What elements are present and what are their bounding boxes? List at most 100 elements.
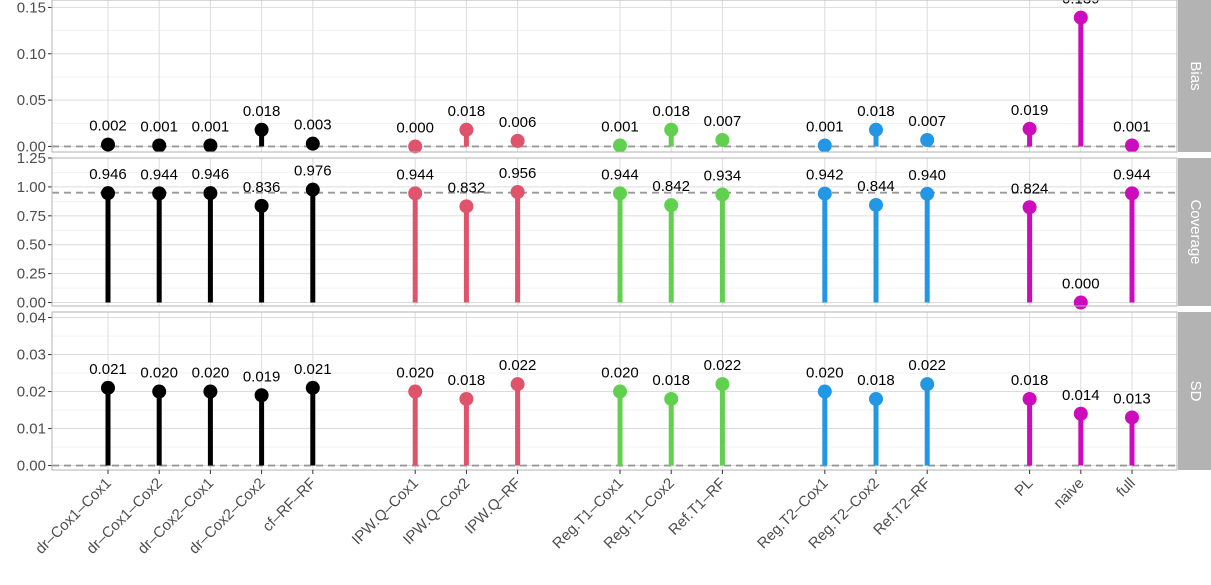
data-label: 0.022 (908, 357, 946, 374)
data-label: 0.018 (652, 103, 690, 120)
lollipop-point (203, 186, 218, 201)
y-tick-label: 0.01 (17, 421, 46, 438)
lollipop-point (101, 137, 115, 152)
panel-border (51, 311, 1178, 471)
lollipop-point (459, 391, 474, 406)
data-label: 0.836 (243, 179, 281, 196)
lollipop-point (152, 384, 167, 399)
data-label: 0.018 (857, 103, 895, 120)
data-label: 0.139 (1062, 0, 1100, 8)
lollipop-point (510, 133, 525, 148)
y-tick-label: 0.15 (17, 0, 46, 16)
data-label: 0.942 (806, 167, 844, 184)
data-label: 0.944 (601, 166, 639, 183)
lollipop-point (1022, 200, 1037, 215)
lollipop-point (715, 132, 730, 147)
panel-background (52, 0, 1177, 152)
y-tick-label: 0.00 (17, 295, 46, 312)
data-label: 0.946 (192, 166, 230, 183)
lollipop-point (510, 377, 525, 392)
x-tick-label: IPW.Q–RF (462, 475, 525, 538)
lollipop-point (817, 186, 832, 201)
data-label: 0.832 (448, 179, 486, 196)
lollipop-point (305, 380, 320, 395)
data-label: 0.018 (243, 103, 281, 120)
x-axis: dr–Cox1–Cox1dr–Cox1–Cox2dr–Cox2–Cox1dr–C… (32, 470, 1139, 558)
lollipop-point (1073, 295, 1088, 310)
lollipop-point (254, 198, 269, 213)
lollipop-point (869, 197, 883, 212)
data-label: 0.000 (396, 119, 434, 136)
y-tick-label: 1.25 (17, 150, 46, 167)
data-label: 0.934 (704, 168, 742, 185)
y-tick-label: 0.02 (17, 384, 46, 401)
lollipop-point (152, 186, 167, 201)
lollipop-point (1073, 406, 1088, 421)
facet-strip (1178, 0, 1211, 152)
lollipop-point (1125, 186, 1139, 201)
lollipop-point (254, 388, 269, 403)
lollipop-point (459, 122, 474, 137)
lollipop-point (613, 186, 627, 201)
x-tick-label: full (1113, 475, 1139, 501)
data-label: 0.001 (140, 119, 178, 136)
data-label: 0.001 (192, 119, 230, 136)
lollipop-point (254, 122, 269, 137)
data-label: 0.020 (140, 365, 178, 382)
y-tick-label: 1.00 (17, 179, 46, 196)
data-label: 0.007 (704, 113, 742, 130)
data-label: 0.020 (601, 365, 639, 382)
data-label: 0.002 (89, 118, 127, 135)
lollipop-point (408, 139, 423, 154)
data-label: 0.007 (908, 113, 946, 130)
facet-strip-label: Bias (1187, 61, 1204, 90)
lollipop-point (152, 138, 167, 153)
lollipop-point (1022, 121, 1037, 136)
y-tick-label: 0.03 (17, 347, 46, 364)
y-tick-label: 0.05 (17, 92, 46, 109)
data-label: 0.946 (89, 166, 127, 183)
panel-coverage: 0.00 0.25 0.50 0.75 1.00 1.25 0.946 0.944 0.946 0… (17, 150, 1211, 312)
data-label: 0.022 (704, 357, 742, 374)
lollipop-point (1125, 138, 1139, 153)
lollipop-point (869, 122, 883, 137)
y-tick-label: 0.00 (17, 138, 46, 155)
data-label: 0.001 (601, 119, 639, 136)
lollipop-point (664, 198, 679, 213)
lollipop-point (408, 384, 423, 399)
facet-strip (1178, 312, 1211, 470)
lollipop-point (510, 184, 525, 199)
lollipop-point (1022, 391, 1037, 406)
lollipop-point (408, 186, 423, 201)
lollipop-point (613, 138, 627, 153)
y-tick-label: 0.04 (17, 310, 46, 327)
data-label: 0.018 (448, 372, 486, 389)
data-label: 0.976 (294, 163, 332, 180)
data-label: 0.018 (857, 372, 895, 389)
data-label: 0.020 (192, 365, 230, 382)
data-label: 0.842 (652, 178, 690, 195)
data-label: 0.020 (806, 365, 844, 382)
lollipop-point (920, 377, 935, 392)
facet-strip (1178, 158, 1211, 306)
x-tick-label: PL (1011, 475, 1036, 500)
lollipop-point (1073, 10, 1088, 25)
lollipop-point (203, 138, 218, 153)
panel-bias: 0.00 0.05 0.10 0.15 0.002 0.001 0.001 0.018 0.00… (17, 0, 1211, 155)
y-tick-label: 0.00 (17, 458, 46, 475)
lollipop-point (869, 391, 883, 406)
data-label: 0.956 (499, 165, 537, 182)
y-tick-label: 0.75 (17, 208, 46, 225)
data-label: 0.022 (499, 357, 537, 374)
y-tick-label: 0.50 (17, 237, 46, 254)
data-label: 0.013 (1113, 390, 1151, 407)
data-label: 0.006 (499, 114, 537, 131)
lollipop-point (305, 182, 320, 197)
data-label: 0.019 (1011, 102, 1049, 119)
y-tick-label: 0.25 (17, 266, 46, 283)
lollipop-point (613, 384, 627, 399)
lollipop-point (1125, 410, 1139, 425)
lollipop-point (305, 136, 320, 151)
